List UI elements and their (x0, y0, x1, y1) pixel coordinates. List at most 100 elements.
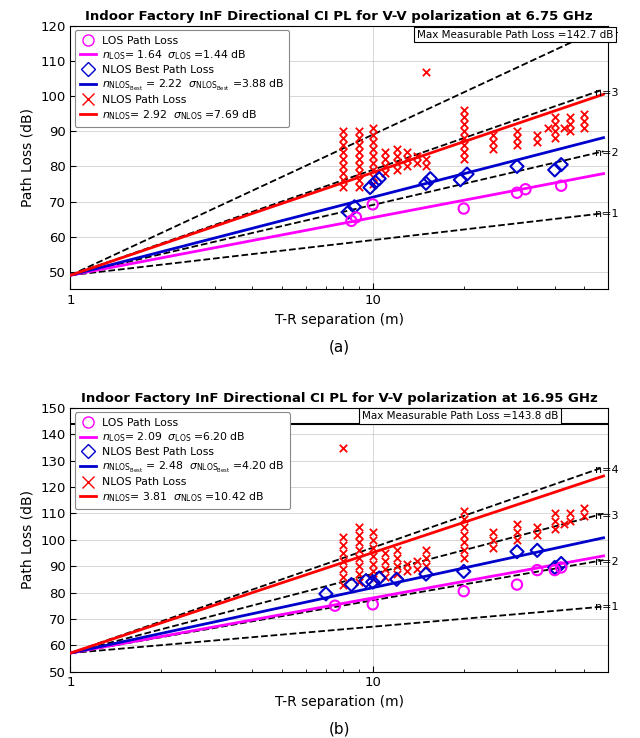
Point (339, 182, 349, 193)
X-axis label: T-R separation (m): T-R separation (m) (275, 313, 404, 327)
Legend: LOS Path Loss, $n_\mathrm{LOS}$= 1.64  $\sigma_\mathrm{LOS}$ =1.44 dB, NLOS Best: LOS Path Loss, $n_\mathrm{LOS}$= 1.64 $\… (75, 30, 289, 127)
Point (354, 521, 364, 533)
Point (339, 132, 349, 144)
Text: (a): (a) (328, 339, 350, 354)
Text: Max Measurable Path Loss =142.7 dB: Max Measurable Path Loss =142.7 dB (417, 30, 613, 40)
Point (367, 599, 378, 610)
Point (354, 552, 364, 564)
Point (380, 570, 390, 582)
Point (488, 129, 498, 141)
Point (392, 552, 402, 564)
Point (459, 585, 469, 597)
Point (354, 146, 364, 158)
Point (354, 528, 364, 540)
Point (579, 115, 589, 127)
Text: n=2: n=2 (595, 148, 619, 159)
Text: Max Measurable Path Loss =143.8 dB: Max Measurable Path Loss =143.8 dB (362, 411, 558, 421)
Point (488, 542, 498, 554)
Point (339, 175, 349, 187)
Point (367, 143, 378, 155)
Point (392, 143, 402, 155)
Point (392, 157, 402, 169)
Point (550, 515, 560, 527)
Point (550, 125, 560, 137)
Point (380, 547, 390, 559)
Point (421, 545, 431, 556)
Text: (b): (b) (328, 722, 350, 737)
Point (339, 160, 349, 172)
Point (367, 573, 378, 585)
Point (354, 168, 364, 179)
X-axis label: T-R separation (m): T-R separation (m) (275, 695, 404, 709)
Point (550, 111, 560, 123)
Text: n=4: n=4 (595, 466, 619, 475)
Point (354, 139, 364, 151)
Point (565, 515, 575, 527)
Point (346, 579, 356, 590)
Point (459, 154, 469, 165)
Point (380, 154, 390, 165)
Point (421, 160, 431, 172)
Point (579, 503, 589, 514)
Point (532, 545, 542, 556)
Point (512, 526, 522, 538)
Point (354, 568, 364, 580)
Point (343, 206, 353, 218)
Point (462, 168, 472, 180)
Point (412, 555, 422, 567)
Point (512, 132, 522, 144)
Point (421, 568, 431, 580)
Point (459, 125, 469, 137)
Point (354, 154, 364, 165)
Point (532, 528, 542, 540)
Point (421, 560, 431, 572)
Point (339, 125, 349, 137)
Y-axis label: Path Loss (dB): Path Loss (dB) (20, 108, 35, 207)
Point (402, 160, 412, 172)
Point (402, 558, 412, 570)
Point (459, 505, 469, 517)
Point (579, 510, 589, 522)
Point (459, 537, 469, 548)
Point (459, 521, 469, 533)
Point (550, 132, 560, 144)
Point (532, 129, 542, 141)
Point (392, 545, 402, 556)
Point (380, 168, 390, 179)
Point (367, 171, 378, 183)
Point (550, 118, 560, 130)
Point (520, 183, 531, 195)
Point (532, 564, 542, 576)
Point (556, 159, 566, 170)
Point (512, 579, 522, 590)
Point (459, 111, 469, 123)
Point (459, 565, 469, 577)
Point (367, 136, 378, 148)
Point (459, 203, 469, 215)
Legend: LOS Path Loss, $n_\mathrm{LOS}$= 2.09  $\sigma_\mathrm{LOS}$ =6.20 dB, NLOS Best: LOS Path Loss, $n_\mathrm{LOS}$= 2.09 $\… (75, 413, 290, 509)
Point (455, 174, 465, 186)
Point (412, 150, 422, 162)
Point (565, 118, 575, 130)
Text: n=1: n=1 (595, 602, 619, 613)
Point (380, 146, 390, 158)
Text: n=2: n=2 (595, 556, 619, 567)
Text: n=3: n=3 (595, 88, 619, 97)
Point (354, 537, 364, 548)
Point (512, 545, 522, 558)
Point (349, 201, 360, 213)
Point (550, 564, 560, 576)
Point (367, 199, 378, 210)
Point (367, 576, 378, 588)
Point (556, 180, 566, 192)
Point (459, 545, 469, 556)
Point (550, 523, 560, 535)
Point (543, 122, 553, 134)
Point (392, 560, 402, 572)
Point (374, 572, 384, 584)
Point (354, 182, 364, 193)
Point (339, 547, 349, 559)
Point (559, 518, 570, 530)
Point (421, 177, 431, 189)
Point (559, 122, 570, 134)
